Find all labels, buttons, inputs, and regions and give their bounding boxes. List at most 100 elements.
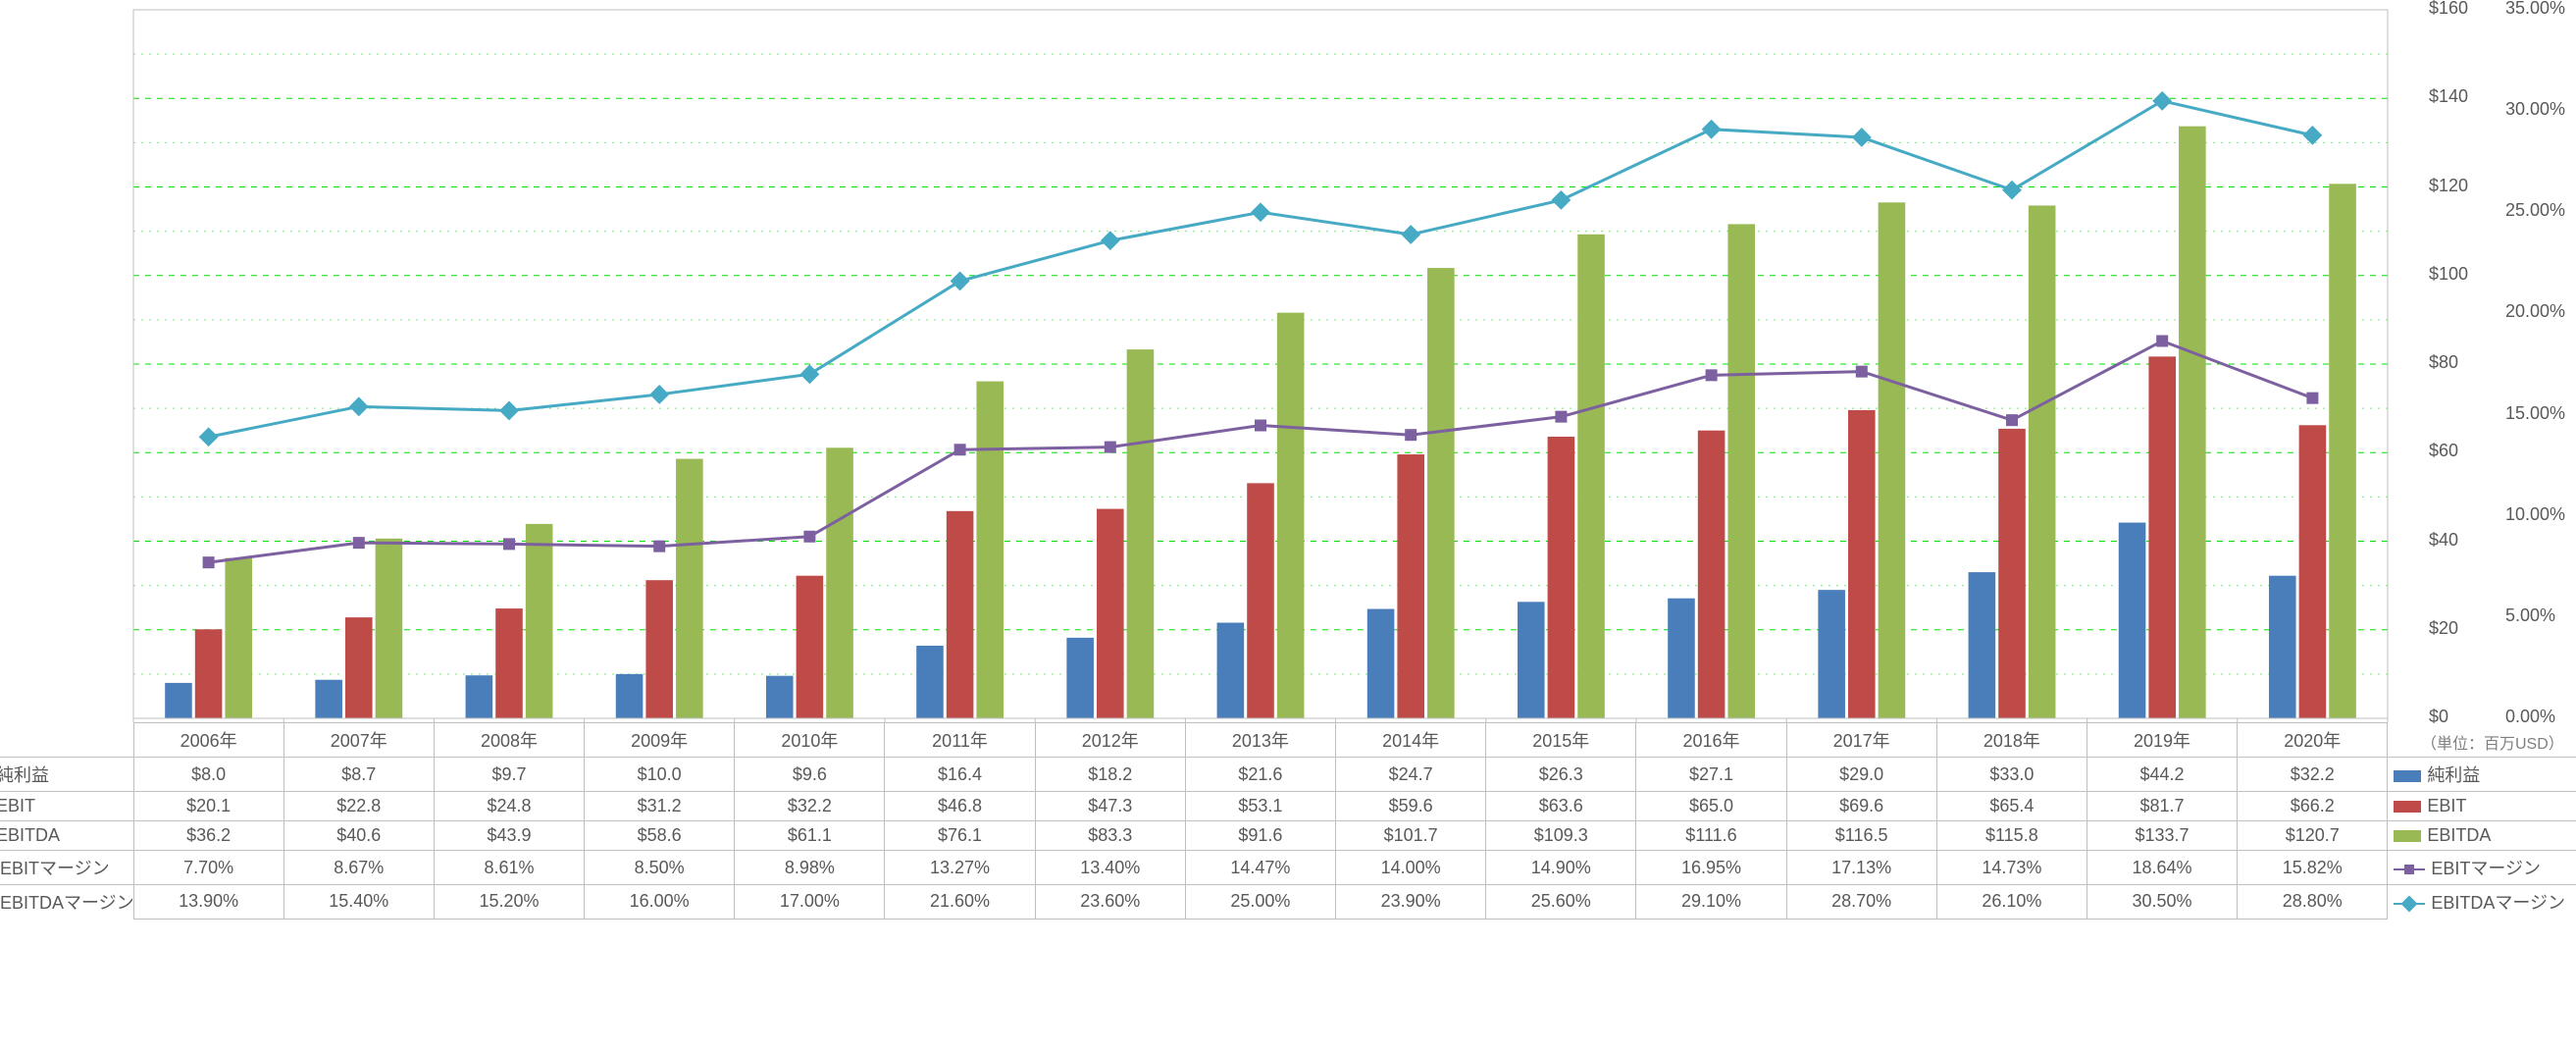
data-cell: $59.6 — [1336, 792, 1486, 821]
data-cell: 14.00% — [1336, 851, 1486, 885]
bar-ebitda — [1577, 235, 1605, 718]
data-cell: $18.2 — [1035, 758, 1185, 792]
data-cell: 7.70% — [133, 851, 283, 885]
series-name: EBITマージン — [0, 859, 110, 878]
legend-right-ebitda: EBITDA — [2388, 821, 2576, 851]
data-cell: $76.1 — [885, 821, 1035, 851]
bar-ebitda — [1427, 268, 1455, 718]
data-cell: $32.2 — [2238, 758, 2388, 792]
data-cell: $8.7 — [283, 758, 434, 792]
marker-ebit_margin — [2306, 393, 2318, 404]
data-cell: 16.95% — [1636, 851, 1786, 885]
data-cell: 15.82% — [2238, 851, 2388, 885]
data-cell: 28.80% — [2238, 885, 2388, 920]
category-header: 2014年 — [1336, 723, 1486, 758]
marker-ebitda_margin — [951, 272, 970, 291]
category-header: 2012年 — [1035, 723, 1185, 758]
marker-ebit_margin — [2156, 335, 2168, 346]
data-cell: 29.10% — [1636, 885, 1786, 920]
series-name: 純利益 — [2427, 765, 2480, 785]
bar-net_income — [1066, 638, 1094, 718]
data-cell: $133.7 — [2087, 821, 2237, 851]
series-name: EBITマージン — [2431, 859, 2541, 878]
bar-ebit — [195, 629, 223, 718]
data-cell: $24.8 — [434, 792, 584, 821]
data-cell: 28.70% — [1786, 885, 1936, 920]
bar-ebit — [1548, 437, 1575, 718]
data-cell: $101.7 — [1336, 821, 1486, 851]
bar-ebit — [1848, 410, 1876, 718]
data-cell: $16.4 — [885, 758, 1035, 792]
table-row: EBITマージン7.70%8.67%8.61%8.50%8.98%13.27%1… — [0, 851, 2576, 885]
marker-ebit_margin — [653, 541, 665, 552]
series-name: EBITDAマージン — [2431, 893, 2565, 913]
table-row: EBITDA$36.2$40.6$43.9$58.6$61.1$76.1$83.… — [0, 821, 2576, 851]
data-cell: $27.1 — [1636, 758, 1786, 792]
bar-ebit — [2299, 425, 2327, 718]
marker-ebit_margin — [954, 444, 966, 455]
series-name: EBITDAマージン — [0, 893, 133, 913]
table-header-row: 2006年2007年2008年2009年2010年2011年2012年2013年… — [0, 723, 2576, 758]
data-cell: $10.0 — [585, 758, 735, 792]
data-cell: $9.6 — [735, 758, 885, 792]
data-cell: 8.61% — [434, 851, 584, 885]
marker-ebitda_margin — [199, 427, 219, 447]
bar-net_income — [616, 674, 644, 718]
data-cell: $81.7 — [2087, 792, 2237, 821]
data-cell: 13.40% — [1035, 851, 1185, 885]
bar-ebitda — [676, 459, 703, 718]
marker-ebitda_margin — [1401, 225, 1420, 244]
data-cell: $33.0 — [1936, 758, 2087, 792]
data-cell: $44.2 — [2087, 758, 2237, 792]
bar-ebitda — [376, 539, 403, 718]
primary-axis-tick: $140 — [2429, 86, 2468, 107]
bar-net_income — [1518, 602, 1545, 718]
bar-net_income — [1969, 572, 1996, 718]
bar-ebitda — [976, 382, 1004, 718]
primary-axis-tick: $100 — [2429, 264, 2468, 285]
bar-net_income — [315, 680, 342, 718]
bar-net_income — [916, 646, 944, 718]
marker-ebitda_margin — [800, 364, 820, 384]
data-cell: $66.2 — [2238, 792, 2388, 821]
marker-ebit_margin — [203, 556, 215, 568]
data-cell: $26.3 — [1486, 758, 1636, 792]
data-cell: $47.3 — [1035, 792, 1185, 821]
legend-right-net_income: 純利益 — [2388, 758, 2576, 792]
series-name: EBITDA — [0, 825, 60, 845]
data-cell: 17.00% — [735, 885, 885, 920]
data-cell: 23.60% — [1035, 885, 1185, 920]
category-header: 2016年 — [1636, 723, 1786, 758]
legend-right-ebit_margin: EBITマージン — [2388, 851, 2576, 885]
legend-right-ebitda_margin: EBITDAマージン — [2388, 885, 2576, 920]
category-header: 2011年 — [885, 723, 1035, 758]
data-cell: $65.4 — [1936, 792, 2087, 821]
primary-axis-tick: $120 — [2429, 176, 2468, 196]
bar-ebit — [797, 576, 824, 718]
series-label-net_income: 純利益 — [0, 758, 133, 792]
data-cell: 21.60% — [885, 885, 1035, 920]
secondary-axis-tick: 20.00% — [2505, 301, 2565, 322]
series-name: EBIT — [2427, 796, 2466, 815]
category-header: 2018年 — [1936, 723, 2087, 758]
data-cell: 16.00% — [585, 885, 735, 920]
series-name: EBIT — [0, 796, 35, 815]
category-header: 2008年 — [434, 723, 584, 758]
marker-ebitda_margin — [2152, 91, 2172, 111]
marker-ebitda_margin — [349, 396, 369, 416]
bar-ebit — [1247, 483, 1274, 718]
bar-net_income — [165, 683, 192, 718]
data-cell: 8.67% — [283, 851, 434, 885]
marker-ebitda_margin — [499, 401, 519, 421]
marker-ebitda_margin — [1852, 128, 1872, 147]
table-row: 純利益$8.0$8.7$9.7$10.0$9.6$16.4$18.2$21.6$… — [0, 758, 2576, 792]
bar-ebit — [2148, 356, 2176, 718]
category-header: 2020年 — [2238, 723, 2388, 758]
marker-ebitda_margin — [1702, 120, 1722, 139]
category-header: 2019年 — [2087, 723, 2237, 758]
category-header: 2006年 — [133, 723, 283, 758]
data-cell: 25.60% — [1486, 885, 1636, 920]
data-cell: 14.90% — [1486, 851, 1636, 885]
data-cell: 14.73% — [1936, 851, 2087, 885]
series-label-ebitda: EBITDA — [0, 821, 133, 851]
